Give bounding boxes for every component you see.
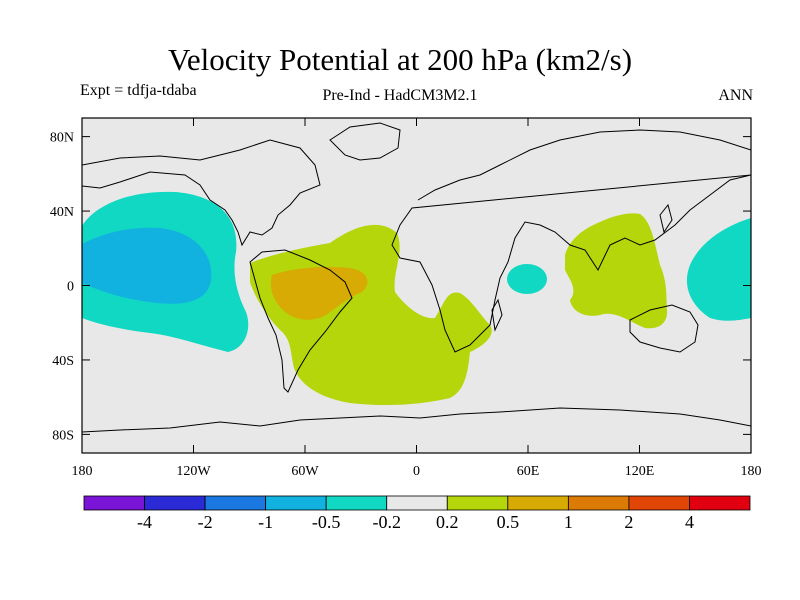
lat-tick-label: 0 <box>67 280 74 295</box>
lon-tick-label: 180 <box>72 464 93 479</box>
indian-ocean-positive-region <box>565 213 668 329</box>
season-label: ANN <box>718 87 753 104</box>
lon-tick-label: 120W <box>176 464 211 479</box>
lat-tick-label: 40N <box>50 205 74 220</box>
colorbar-swatch <box>265 495 327 511</box>
lat-tick-label: 80N <box>50 131 74 146</box>
japan-coast <box>659 203 673 234</box>
lon-tick-label: 60W <box>291 464 319 479</box>
australia-coast <box>629 304 699 353</box>
lon-tick-label: 60E <box>517 464 540 479</box>
madagascar-coast <box>491 298 503 332</box>
eurasia-africa-coast <box>391 129 751 353</box>
longitude-axis: 180 120W 60W 0 60E 120E 180 <box>72 118 762 479</box>
model-label: Pre-Ind - HadCM3M2.1 <box>322 87 478 104</box>
colorbar-level-label: -4 <box>137 512 152 532</box>
coastlines <box>82 122 751 433</box>
contour-fills <box>82 191 751 406</box>
colorbar-level-label: -1 <box>258 512 273 532</box>
chart-title: Velocity Potential at 200 hPa (km2/s) <box>167 42 633 77</box>
colorbar-level-label: -0.2 <box>372 512 401 532</box>
south-america-coast <box>249 249 353 393</box>
lat-tick-label: 40S <box>52 354 74 369</box>
colorbar-swatch <box>204 495 267 511</box>
colorbar-swatch <box>567 495 630 511</box>
lon-tick-label: 180 <box>741 464 762 479</box>
colorbar-level-label: 0.5 <box>497 512 520 532</box>
antarctica-coast <box>82 407 751 433</box>
colorbar-swatch <box>325 495 388 511</box>
experiment-label: Expt = tdfja-tdaba <box>80 82 197 99</box>
colorbar-swatch <box>628 495 690 511</box>
colorbar: -4 -2 -1 -0.5 -0.2 0.2 0.5 1 2 4 <box>83 495 751 532</box>
north-america-coast <box>82 139 321 247</box>
west-indian-ocean-negative-region <box>507 264 547 294</box>
latitude-axis: 80N 40N 0 40S 80S <box>50 131 751 443</box>
central-north-pacific-core-region <box>82 227 212 304</box>
lat-tick-label: 80S <box>52 428 74 443</box>
colorbar-level-label: 1 <box>564 512 573 532</box>
colorbar-level-label: -2 <box>198 512 213 532</box>
colorbar-swatch <box>144 495 206 511</box>
colorbar-swatch <box>689 495 751 511</box>
colorbar-swatch <box>386 495 448 511</box>
colorbar-swatch <box>446 495 509 511</box>
colorbar-swatch <box>83 495 145 511</box>
lon-tick-label: 0 <box>413 464 420 479</box>
west-pacific-negative-region <box>686 218 751 321</box>
colorbar-level-label: -0.5 <box>312 512 341 532</box>
colorbar-level-label: 2 <box>624 512 633 532</box>
lon-tick-label: 120E <box>625 464 655 479</box>
colorbar-level-label: 4 <box>685 512 694 532</box>
colorbar-level-label: 0.2 <box>436 512 459 532</box>
colorbar-swatch <box>507 495 569 511</box>
greenland-coast <box>329 122 401 161</box>
